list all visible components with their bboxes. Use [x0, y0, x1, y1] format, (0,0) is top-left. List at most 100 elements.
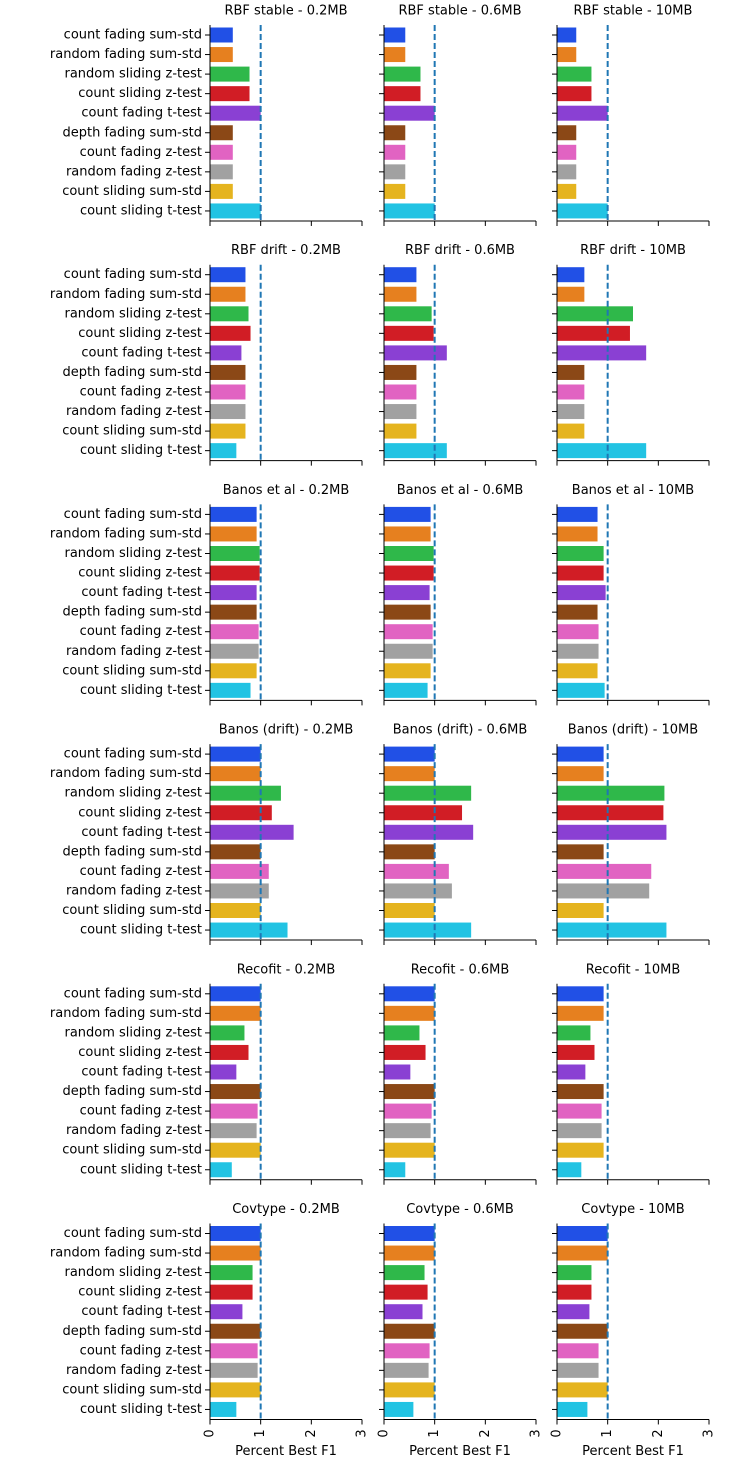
bar — [557, 325, 630, 341]
bar — [210, 883, 269, 899]
bar — [557, 785, 665, 801]
bar — [557, 506, 598, 522]
bar — [384, 164, 406, 180]
panel-title: Banos (drift) - 10MB — [568, 723, 698, 738]
bar — [210, 663, 257, 679]
bar — [557, 164, 577, 180]
bar — [384, 105, 435, 121]
bar — [384, 903, 435, 918]
bar — [557, 1123, 602, 1139]
bar — [557, 364, 585, 380]
bar — [210, 1142, 261, 1158]
y-tick-label: count fading t-test — [81, 825, 202, 840]
panel-title: Covtype - 0.6MB — [406, 1202, 514, 1217]
bar — [210, 903, 261, 918]
bar — [384, 125, 406, 141]
y-tick-label: count sliding t-test — [80, 1402, 202, 1417]
bar — [384, 1123, 431, 1139]
bar — [384, 883, 452, 899]
bar — [384, 986, 435, 1002]
y-tick-label: count fading t-test — [81, 1304, 202, 1319]
bar — [384, 306, 432, 322]
panel-title: Banos et al - 0.2MB — [223, 483, 350, 498]
bar — [384, 863, 449, 879]
y-tick-label: random fading sum-std — [50, 1006, 202, 1021]
bar — [384, 1245, 435, 1261]
bar — [384, 682, 428, 698]
y-tick-label: random sliding z-test — [64, 306, 202, 321]
bar — [210, 86, 250, 102]
bar — [210, 1044, 249, 1060]
y-tick-label: random fading sum-std — [50, 287, 202, 302]
y-tick-label: random fading sum-std — [50, 1246, 202, 1261]
bar — [210, 1162, 232, 1178]
bar — [210, 805, 272, 821]
panel-title: Banos (drift) - 0.2MB — [219, 723, 354, 738]
bar — [557, 1142, 604, 1158]
bar — [557, 1343, 599, 1359]
bar — [557, 1064, 586, 1080]
y-tick-label: count sliding z-test — [78, 566, 202, 581]
x-tick-label: 0 — [203, 1429, 218, 1437]
y-tick-label: random sliding z-test — [64, 1265, 202, 1280]
panel-title: RBF stable - 0.2MB — [224, 4, 347, 19]
y-tick-label: random sliding z-test — [64, 546, 202, 561]
bar — [210, 546, 260, 561]
y-tick-label: count sliding z-test — [78, 326, 202, 341]
y-tick-label: count fading z-test — [80, 1104, 202, 1119]
bar — [557, 384, 585, 400]
panel-title: Recofit - 10MB — [586, 962, 680, 977]
bar — [384, 286, 417, 302]
y-tick-label: count sliding sum-std — [62, 184, 202, 199]
bar — [210, 506, 257, 522]
bar — [557, 1025, 591, 1041]
bar — [557, 345, 647, 361]
bar — [210, 863, 269, 879]
x-tick-label: 0 — [550, 1429, 565, 1437]
bar — [210, 1304, 243, 1320]
y-tick-label: count fading z-test — [80, 385, 202, 400]
bar — [384, 384, 417, 400]
bar — [384, 1142, 435, 1158]
bar — [384, 766, 435, 782]
y-tick-label: count fading sum-std — [64, 1226, 202, 1241]
bar — [557, 86, 592, 102]
bar — [557, 1304, 590, 1320]
y-tick-label: count sliding t-test — [80, 1162, 202, 1177]
bar — [384, 1044, 426, 1060]
bar — [557, 1323, 608, 1339]
bar — [557, 443, 647, 459]
y-tick-label: count fading t-test — [81, 106, 202, 121]
bar — [384, 1304, 423, 1320]
bar — [384, 785, 472, 801]
y-tick-label: count sliding t-test — [80, 683, 202, 698]
bar — [210, 1103, 258, 1119]
bar — [557, 1382, 608, 1398]
bar — [210, 1005, 261, 1021]
bar — [557, 66, 592, 82]
panel-title: RBF drift - 0.6MB — [405, 243, 515, 258]
y-tick-label: random sliding z-test — [64, 786, 202, 801]
bar — [557, 565, 604, 581]
bar — [210, 325, 251, 341]
bar — [557, 404, 585, 420]
bar — [384, 1382, 435, 1398]
bar — [210, 922, 288, 938]
bar — [384, 1103, 432, 1119]
x-tick-label: 3 — [529, 1429, 544, 1437]
bar — [384, 1084, 435, 1100]
y-tick-label: random sliding z-test — [64, 1025, 202, 1040]
bar — [210, 766, 261, 782]
bar — [557, 1362, 599, 1378]
bar — [210, 1084, 261, 1100]
y-tick-label: random fading sum-std — [50, 766, 202, 781]
bar — [384, 1162, 406, 1178]
bar — [384, 47, 406, 63]
bar — [210, 183, 233, 199]
bar — [557, 824, 667, 840]
bar — [210, 384, 246, 400]
bar — [384, 805, 463, 821]
y-tick-label: count sliding z-test — [78, 1285, 202, 1300]
x-tick-label: 0 — [377, 1429, 392, 1437]
panel-title: Recofit - 0.6MB — [411, 962, 510, 977]
